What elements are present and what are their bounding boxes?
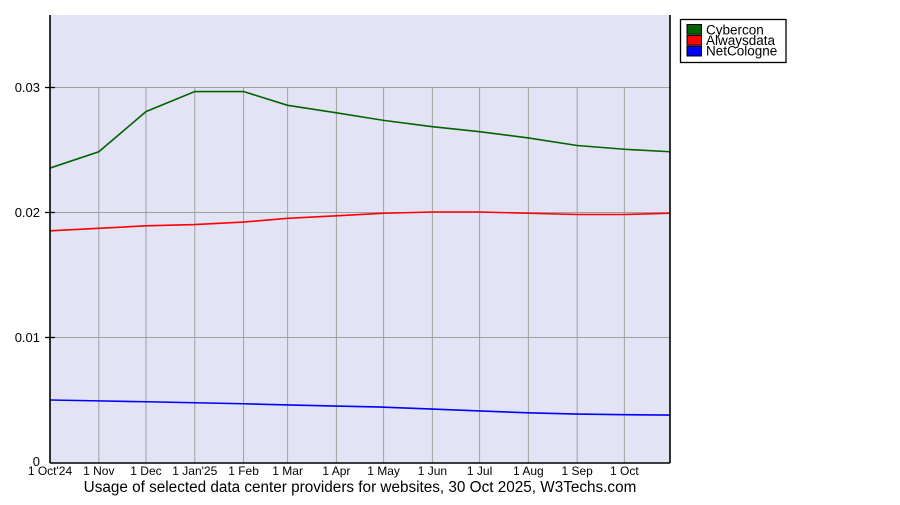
svg-text:1 Jul: 1 Jul bbox=[467, 464, 492, 478]
svg-text:0.02: 0.02 bbox=[15, 205, 40, 220]
svg-text:NetCologne: NetCologne bbox=[706, 44, 777, 59]
svg-text:1 Jan'25: 1 Jan'25 bbox=[172, 464, 217, 478]
svg-text:1 Mar: 1 Mar bbox=[272, 464, 303, 478]
svg-text:1 Feb: 1 Feb bbox=[228, 464, 259, 478]
svg-text:1 Nov: 1 Nov bbox=[83, 464, 114, 478]
svg-text:1 Oct'24: 1 Oct'24 bbox=[28, 464, 73, 478]
svg-text:0.01: 0.01 bbox=[15, 330, 40, 345]
svg-text:1 Apr: 1 Apr bbox=[322, 464, 350, 478]
svg-text:1 May: 1 May bbox=[367, 464, 400, 478]
svg-text:1 Aug: 1 Aug bbox=[513, 464, 544, 478]
svg-text:0.03: 0.03 bbox=[15, 80, 40, 95]
svg-text:Usage of selected data center: Usage of selected data center providers … bbox=[84, 479, 637, 496]
svg-text:1 Sep: 1 Sep bbox=[561, 464, 593, 478]
svg-text:1 Jun: 1 Jun bbox=[418, 464, 447, 478]
svg-text:1 Oct: 1 Oct bbox=[610, 464, 639, 478]
svg-text:1 Dec: 1 Dec bbox=[130, 464, 161, 478]
